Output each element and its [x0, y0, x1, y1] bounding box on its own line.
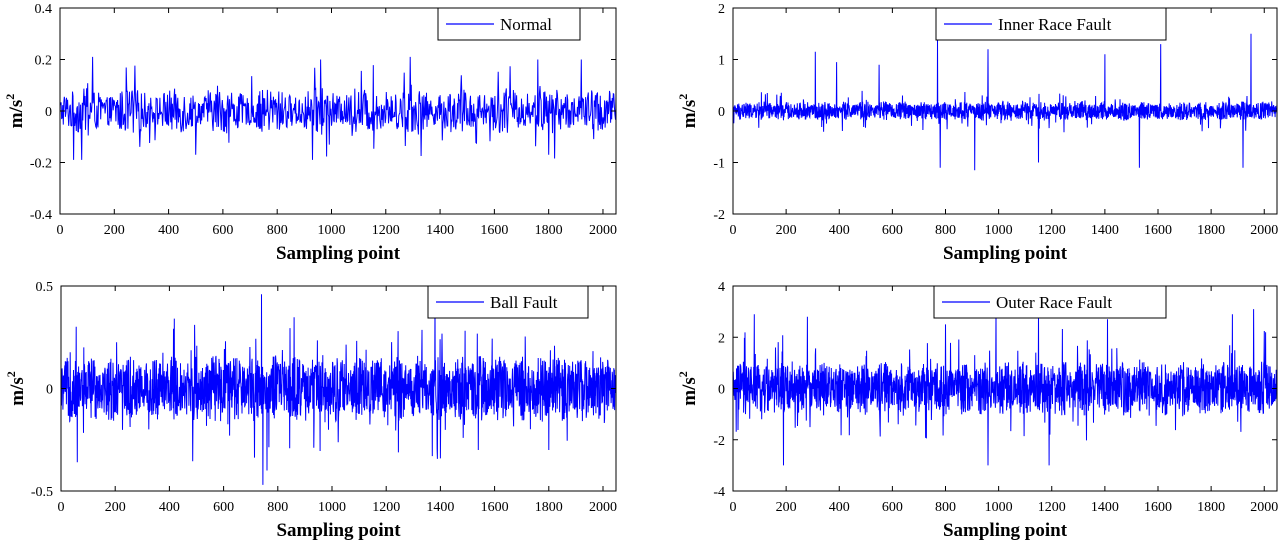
- signal-trace: [732, 309, 1278, 466]
- x-tick-label: 600: [882, 500, 903, 515]
- x-tick-label: 400: [829, 223, 850, 238]
- x-tick-label: 0: [730, 223, 737, 238]
- legend-label: Normal: [500, 15, 552, 34]
- legend-label: Outer Race Fault: [996, 293, 1112, 312]
- y-axis-label-exponent: 2: [676, 94, 690, 100]
- signal-trace: [60, 294, 617, 485]
- y-tick-label: 0: [718, 383, 725, 398]
- x-tick-label: 0: [57, 223, 64, 238]
- x-tick-label: 400: [829, 500, 850, 515]
- x-tick-label: 1800: [535, 500, 563, 515]
- x-tick-label: 400: [159, 500, 180, 515]
- x-tick-label: 1400: [1091, 500, 1119, 515]
- y-axis-label: m/s2: [4, 371, 28, 406]
- panel-outer-race-fault: 0 200 400 600 800 1000 1200 1400 1600 1800 2000 -4 -…: [676, 280, 1278, 541]
- x-axis-label: Sampling point: [276, 520, 401, 541]
- x-tick-label: 1400: [426, 223, 454, 238]
- x-tick-label: 1400: [426, 500, 454, 515]
- y-axis-label-exponent: 2: [4, 371, 18, 377]
- y-axis-label: m/s2: [676, 371, 700, 406]
- x-tick-label: 800: [267, 223, 288, 238]
- x-tick-label: 1000: [317, 223, 345, 238]
- y-tick-label: 0.5: [36, 280, 54, 295]
- x-tick-label: 800: [267, 500, 288, 515]
- x-tick-label: 400: [158, 223, 179, 238]
- legend-label: Inner Race Fault: [998, 15, 1112, 34]
- x-tick-label: 600: [212, 223, 233, 238]
- y-axis-label-base: m/s: [7, 377, 28, 406]
- x-tick-label: 1600: [481, 500, 509, 515]
- x-axis-label: Sampling point: [943, 243, 1068, 264]
- x-tick-label: 1600: [1144, 500, 1172, 515]
- y-tick-label: 2: [718, 331, 725, 346]
- x-tick-label: 600: [882, 223, 903, 238]
- x-tick-label: 1800: [1197, 500, 1225, 515]
- x-tick-label: 2000: [589, 223, 617, 238]
- x-tick-label: 1000: [318, 500, 346, 515]
- y-tick-label: -0.5: [31, 485, 53, 500]
- y-axis-label-base: m/s: [679, 377, 700, 406]
- y-axis-label: m/s2: [676, 94, 700, 129]
- panel-inner-race-fault: 0 200 400 600 800 1000 1200 1400 1600 1800 2000 -2 -…: [676, 2, 1278, 264]
- y-tick-label: 4: [718, 280, 725, 295]
- x-axis-label: Sampling point: [276, 243, 401, 264]
- y-axis-label-base: m/s: [679, 100, 700, 129]
- x-tick-label: 600: [213, 500, 234, 515]
- x-tick-label: 1000: [985, 223, 1013, 238]
- y-axis-label: m/s2: [3, 94, 27, 129]
- x-tick-label: 1200: [1038, 500, 1066, 515]
- y-tick-label: 1: [718, 54, 725, 69]
- x-tick-label: 1000: [985, 500, 1013, 515]
- y-axis-label-base: m/s: [6, 100, 27, 129]
- panel-normal: 0 200 400 600 800 1000 1200 1400 1600 1800 2000 -0.…: [3, 2, 617, 264]
- y-tick-label: 0.4: [35, 2, 53, 17]
- y-tick-label: -0.4: [30, 208, 52, 223]
- y-tick-label: 0: [46, 383, 53, 398]
- panel-ball-fault: 0 200 400 600 800 1000 1200 1400 1600 1800 2000 -0.…: [4, 280, 617, 541]
- x-tick-label: 2000: [1250, 223, 1278, 238]
- x-tick-label: 800: [935, 500, 956, 515]
- x-tick-label: 0: [730, 500, 737, 515]
- y-axis-label-exponent: 2: [3, 94, 17, 100]
- y-tick-label: 2: [718, 2, 725, 17]
- x-tick-label: 200: [105, 500, 126, 515]
- x-tick-label: 2000: [589, 500, 617, 515]
- y-tick-label: -1: [713, 157, 725, 172]
- y-tick-label: -2: [713, 208, 725, 223]
- legend-label: Ball Fault: [490, 293, 558, 312]
- signal-trace: [732, 33, 1278, 171]
- x-tick-label: 1200: [372, 500, 400, 515]
- x-tick-label: 2000: [1250, 500, 1278, 515]
- x-tick-label: 0: [58, 500, 65, 515]
- y-tick-label: 0: [45, 105, 52, 120]
- y-tick-label: -0.2: [30, 157, 52, 172]
- y-tick-label: 0: [718, 105, 725, 120]
- x-tick-label: 200: [776, 500, 797, 515]
- signal-trace: [59, 56, 617, 160]
- x-axis-label: Sampling point: [943, 520, 1068, 541]
- x-tick-label: 1800: [535, 223, 563, 238]
- x-tick-label: 800: [935, 223, 956, 238]
- y-axis-label-exponent: 2: [676, 371, 690, 377]
- x-tick-label: 1800: [1197, 223, 1225, 238]
- x-tick-label: 200: [104, 223, 125, 238]
- x-tick-label: 1600: [1144, 223, 1172, 238]
- x-tick-label: 1200: [372, 223, 400, 238]
- x-tick-label: 200: [776, 223, 797, 238]
- y-tick-label: 0.2: [35, 54, 53, 69]
- x-tick-label: 1600: [480, 223, 508, 238]
- x-tick-label: 1400: [1091, 223, 1119, 238]
- y-tick-label: -4: [713, 485, 725, 500]
- y-tick-label: -2: [713, 434, 725, 449]
- x-tick-label: 1200: [1038, 223, 1066, 238]
